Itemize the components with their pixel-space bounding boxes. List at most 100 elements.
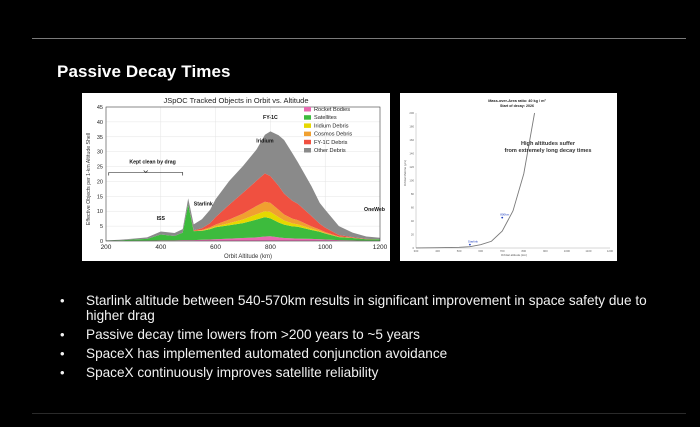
x-tick-label: 1000	[318, 244, 333, 251]
bullet-text: SpaceX has implemented automated conjunc…	[86, 346, 448, 362]
decay-lifetime-svg: Mass-over-Area ratio: 40 kg / m² Start o…	[403, 99, 614, 257]
area-rocket-bodies	[106, 236, 380, 241]
annotation-label: OneWeb	[364, 207, 385, 213]
y-tick-label: 120	[409, 165, 414, 169]
annotation-label: Starlink	[194, 201, 213, 207]
legend-label: Rocket Bodies	[314, 107, 350, 113]
bullet-item: • Passive decay time lowers from >200 yea…	[58, 327, 658, 342]
chart-subtitle: Start of decay: 2026	[500, 104, 534, 108]
axes	[415, 113, 610, 249]
drag-bracket	[108, 172, 184, 176]
y-tick-label: 200	[409, 111, 414, 115]
bullet-list: • Starlink altitude between 540-570km res…	[58, 293, 658, 384]
annotations: Kept clean by drag ISS Starlink Iridium FY-1…	[108, 115, 385, 222]
x-tick-label: 1200	[607, 249, 614, 253]
tick-labels: 200 400 600 800 1000 1200 0 5 10 15 20 25 30 35 40 45	[97, 105, 388, 251]
legend-swatch	[304, 131, 311, 137]
y-axis-label: Effective Objects per 1-km Altitude Shel…	[86, 133, 92, 225]
legend-label: Cosmos Debris	[314, 132, 352, 138]
bullet-dot: •	[60, 365, 65, 381]
bottom-divider	[32, 413, 686, 414]
area-other-debris	[106, 131, 380, 241]
x-tick-label: 400	[435, 249, 440, 253]
bullet-item: • SpaceX continuously improves satellite …	[58, 365, 658, 380]
y-axis-label: Orbital lifetime (yrs)	[403, 160, 407, 186]
bullet-text: Passive decay time lowers from >200 year…	[86, 327, 420, 343]
bullet-item: • Starlink altitude between 540-570km res…	[58, 293, 658, 323]
plot-frame	[105, 106, 381, 242]
y-tick-label: 100	[409, 179, 414, 183]
y-tick-label: 30	[97, 150, 103, 156]
y-tick-label: 25	[97, 165, 103, 171]
x-tick-label: 900	[543, 249, 548, 253]
legend-swatch	[304, 148, 311, 153]
legend-label: Iridium Debris	[314, 123, 349, 129]
y-tick-label: 0	[100, 239, 103, 245]
stacked-areas	[106, 131, 380, 241]
y-tick-label: 0	[412, 246, 414, 250]
y-tick-label: 15	[97, 194, 103, 200]
chart-title: JSpOC Tracked Objects in Orbit vs. Altit…	[163, 96, 308, 105]
annotation-label: ISS	[157, 216, 166, 222]
marked-point	[468, 243, 471, 246]
tick-labels: 300 400 500 600 700 800 900 1000 1100 1200 0 20 40 60…	[409, 111, 613, 253]
slide-title: Passive Decay Times	[57, 62, 231, 81]
bullet-dot: •	[60, 346, 65, 362]
y-tick-label: 40	[411, 219, 415, 223]
lifetime-curve	[415, 112, 536, 249]
x-tick-label: 1200	[373, 244, 388, 251]
y-tick-label: 40	[97, 120, 103, 126]
bullet-text: Starlink altitude between 540-570km resu…	[86, 293, 647, 324]
area-iridium-debris	[106, 204, 380, 241]
annotation-label: Kept clean by drag	[129, 160, 175, 166]
x-tick-label: 800	[265, 244, 276, 251]
x-tick-label: 1000	[564, 249, 571, 253]
x-tick-label: 1100	[585, 249, 591, 253]
annotation-label: FY-1C	[263, 115, 278, 121]
bullet-text: SpaceX continuously improves satellite r…	[86, 365, 379, 381]
x-axis-label: Orbit Altitude (km)	[224, 254, 272, 260]
bullet-item: • SpaceX has implemented automated conjun…	[58, 346, 658, 361]
point-label: 800km	[500, 213, 510, 217]
marked-point	[501, 216, 504, 219]
legend-swatch	[304, 123, 311, 128]
y-tick-label: 140	[409, 152, 414, 156]
x-tick-label: 600	[478, 249, 483, 253]
y-tick-label: 35	[97, 135, 103, 141]
annotation-text: High altitudes suffer	[521, 141, 576, 147]
x-tick-label: 300	[414, 249, 419, 253]
lifetime-line	[415, 112, 536, 249]
annotation-text: from extremely long decay times	[504, 148, 591, 154]
legend-swatch	[304, 139, 311, 145]
legend-swatch	[304, 115, 311, 120]
x-tick-label: 400	[155, 244, 166, 251]
x-tick-label: 700	[500, 249, 505, 253]
y-tick-label: 20	[411, 233, 415, 237]
legend-label: Other Debris	[314, 148, 346, 154]
bullet-dot: •	[60, 327, 65, 343]
annotation-label: Iridium	[256, 139, 274, 145]
y-tick-label: 10	[97, 209, 103, 215]
y-tick-label: 5	[100, 224, 103, 230]
objects-vs-altitude-chart: JSpOC Tracked Objects in Orbit vs. Altit…	[82, 93, 390, 261]
legend: Rocket Bodies Satellites Iridium Debris Cos…	[304, 107, 352, 154]
y-tick-label: 80	[411, 192, 415, 196]
x-tick-label: 500	[457, 249, 462, 253]
y-tick-label: 20	[97, 179, 103, 185]
top-divider	[32, 38, 686, 39]
axes	[105, 106, 381, 242]
x-tick-label: 800	[521, 249, 526, 253]
legend-swatch	[304, 107, 311, 112]
x-tick-label: 600	[210, 244, 221, 251]
area-satellites	[106, 204, 380, 241]
x-tick-label: 200	[101, 244, 112, 251]
chart-title: Mass-over-Area ratio: 40 kg / m²	[488, 99, 546, 103]
point-label: Starlink	[468, 240, 479, 244]
area-fy-1c-debris	[106, 173, 380, 241]
drag-bracket-tip	[143, 170, 148, 173]
legend-label: Satellites	[314, 115, 337, 121]
y-tick-label: 160	[409, 138, 414, 142]
objects-vs-altitude-svg: JSpOC Tracked Objects in Orbit vs. Altit…	[86, 96, 388, 260]
decay-lifetime-chart: Mass-over-Area ratio: 40 kg / m² Start o…	[400, 93, 617, 261]
